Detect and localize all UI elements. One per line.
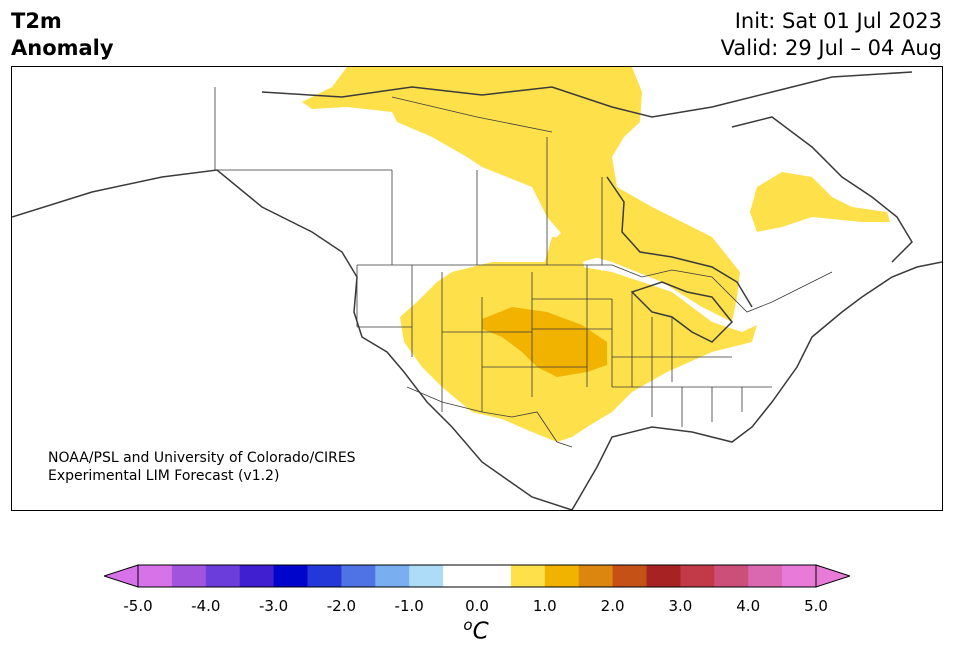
anomaly-map <box>11 66 943 511</box>
colorbar-cell <box>714 565 749 587</box>
colorbar-cell <box>477 565 512 587</box>
colorbar-cell <box>273 565 308 587</box>
colorbar-cell <box>544 565 580 587</box>
political-borders <box>214 87 833 448</box>
colorbar-extend-low <box>104 564 139 588</box>
coastlines <box>12 71 942 510</box>
colorbar-cells <box>138 565 817 587</box>
colorbar-cell <box>409 565 444 587</box>
colorbar-unit: oC <box>463 616 489 645</box>
colorbar-cell <box>205 565 241 587</box>
colorbar-cell <box>782 565 817 587</box>
colorbar <box>104 564 850 588</box>
colorbar-cell <box>307 565 342 587</box>
colorbar-tick-label: 2.0 <box>600 597 625 615</box>
hudson-bay-coast <box>606 176 753 308</box>
colorbar-tick-label: 0.0 <box>465 597 489 615</box>
canadian-arctic-anomaly <box>302 67 740 322</box>
moderate-warm-anomaly-regions <box>482 307 607 377</box>
title-line-2: Anomaly <box>11 36 114 60</box>
colorbar-cell <box>578 565 614 587</box>
credit-line-2: Experimental LIM Forecast (v1.2) <box>48 468 280 484</box>
unit-label: C <box>472 618 489 645</box>
colorbar-extend-high <box>815 564 850 588</box>
title-line-1: T2m <box>11 9 62 33</box>
manitoba-anomaly <box>542 237 587 287</box>
init-date: Init: Sat 01 Jul 2023 <box>734 9 942 33</box>
map-title: T2m Anomaly <box>11 8 114 62</box>
colorbar-cell <box>510 565 546 587</box>
labrador-anomaly <box>750 172 890 232</box>
central-plains-anomaly-core <box>482 307 607 377</box>
colorbar-tick-label: 1.0 <box>532 597 557 615</box>
us-states-west <box>356 265 587 412</box>
labrador-coast <box>731 116 913 263</box>
arctic-coast <box>261 71 913 118</box>
credit-text: NOAA/PSL and University of Colorado/CIRE… <box>48 449 356 485</box>
colorbar-cell <box>646 565 681 587</box>
colorbar-cell <box>171 565 207 587</box>
colorbar-cell <box>375 565 410 587</box>
us-mexico-border <box>406 386 573 448</box>
colorbar-tick-label: 5.0 <box>804 597 828 615</box>
colorbar-cell <box>748 565 783 587</box>
us-canada-border <box>357 264 833 313</box>
great-lakes <box>630 281 734 343</box>
credit-line-1: NOAA/PSL and University of Colorado/CIRE… <box>48 450 356 466</box>
colorbar-cell <box>443 565 478 587</box>
colorbar-tick-label: -3.0 <box>258 597 289 615</box>
gulf-coast <box>571 261 942 510</box>
colorbar-tick-label: -5.0 <box>123 597 153 615</box>
colorbar-tick-label: 3.0 <box>668 597 693 615</box>
map-canvas <box>12 67 942 510</box>
pacific-coast <box>12 169 573 510</box>
colorbar-tick-label: -1.0 <box>394 597 424 615</box>
colorbar-outline <box>137 564 817 588</box>
colorbar-tick-label: -2.0 <box>326 597 357 615</box>
valid-range: Valid: 29 Jul – 04 Aug <box>720 36 942 60</box>
colorbar-cell <box>341 565 376 587</box>
colorbar-cell <box>612 565 647 587</box>
colorbar-tick-label: 4.0 <box>736 597 761 615</box>
colorbar-cell <box>138 565 173 587</box>
colorbar-cell <box>680 565 715 587</box>
weak-warm-anomaly-regions <box>302 67 890 442</box>
canada-provinces <box>215 96 603 265</box>
colorbar-tick-label: -4.0 <box>191 597 221 615</box>
colorbar-cell <box>239 565 275 587</box>
us-states-central <box>532 265 772 388</box>
forecast-dates: Init: Sat 01 Jul 2023 Valid: 29 Jul – 04… <box>721 8 942 62</box>
us-states-south <box>651 387 743 427</box>
